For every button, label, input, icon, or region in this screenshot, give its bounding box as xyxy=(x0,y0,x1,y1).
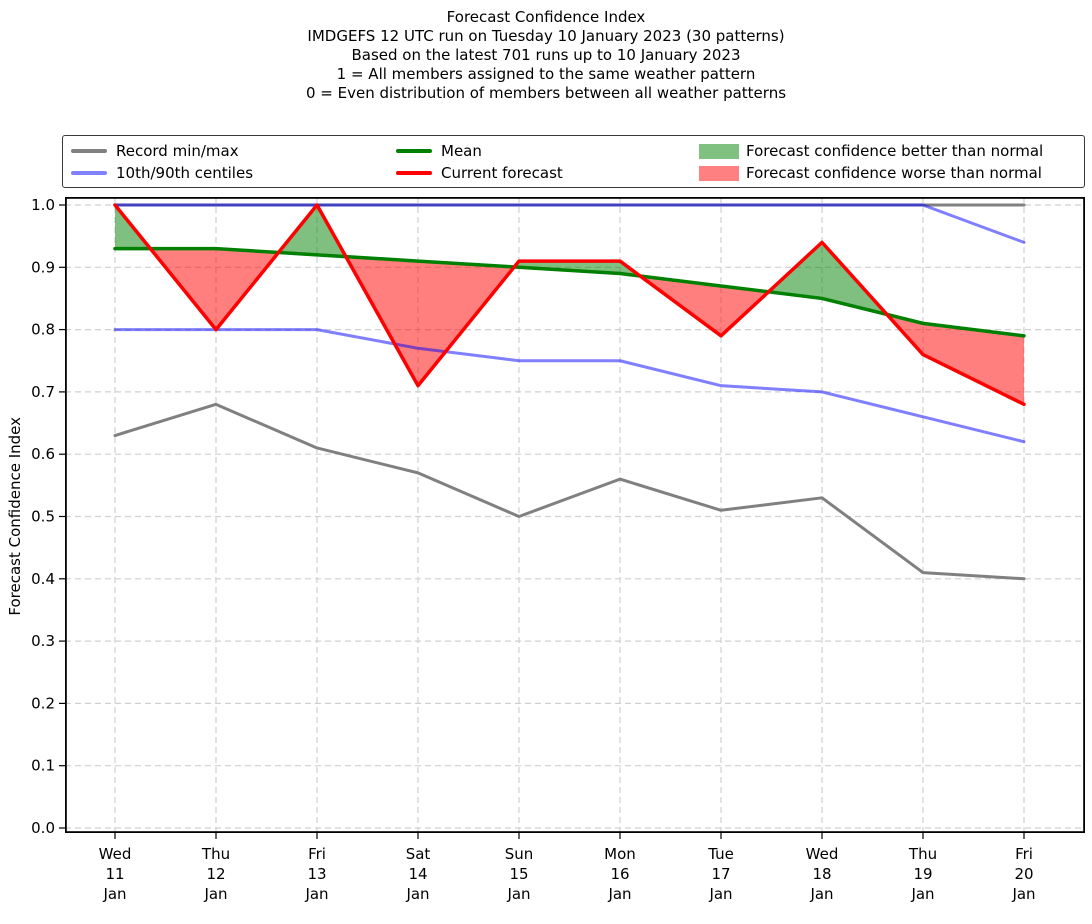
better-than-normal-patch-swatch xyxy=(699,143,739,159)
svg-text:Jan: Jan xyxy=(304,885,328,903)
legend-label: 10th/90th centiles xyxy=(116,164,254,182)
chart-title-line-2: IMDGEFS 12 UTC run on Tuesday 10 January… xyxy=(307,27,785,45)
svg-text:0.7: 0.7 xyxy=(31,383,55,401)
svg-text:Jan: Jan xyxy=(607,885,631,903)
svg-text:Jan: Jan xyxy=(708,885,732,903)
svg-text:Sat: Sat xyxy=(406,845,431,863)
svg-text:0.9: 0.9 xyxy=(31,258,55,276)
legend-item-current-forecast: Current forecast xyxy=(396,163,563,183)
svg-text:0.5: 0.5 xyxy=(31,508,55,526)
worse-than-normal-patch-swatch xyxy=(699,165,739,181)
chart-plot-area: 0.0 0.1 0.2 0.3 0.4 0.5 0.6 0.7 0.8 0.9 1.0 Wed 11 Ja… xyxy=(31,196,1086,903)
svg-text:0.0: 0.0 xyxy=(31,819,55,837)
svg-text:Jan: Jan xyxy=(1011,885,1035,903)
svg-text:17: 17 xyxy=(711,865,730,883)
svg-text:Tue: Tue xyxy=(707,845,734,863)
legend-item-confidence-worse: Forecast confidence worse than normal xyxy=(699,163,1042,183)
chart-title-line-1: Forecast Confidence Index xyxy=(446,8,646,26)
svg-text:Jan: Jan xyxy=(203,885,227,903)
svg-text:Jan: Jan xyxy=(910,885,934,903)
svg-text:15: 15 xyxy=(509,865,528,883)
legend-item-confidence-better: Forecast confidence better than normal xyxy=(699,141,1043,161)
svg-text:14: 14 xyxy=(408,865,427,883)
svg-text:0.6: 0.6 xyxy=(31,445,55,463)
legend-label: Forecast confidence better than normal xyxy=(746,142,1044,160)
svg-text:Thu: Thu xyxy=(201,845,230,863)
svg-text:0.4: 0.4 xyxy=(31,570,55,588)
svg-text:19: 19 xyxy=(913,865,932,883)
svg-text:Wed: Wed xyxy=(99,845,132,863)
chart-title-line-3: Based on the latest 701 runs up to 10 Ja… xyxy=(351,46,741,64)
svg-text:0.2: 0.2 xyxy=(31,694,55,712)
current-forecast-line-swatch xyxy=(396,171,432,175)
svg-text:0.1: 0.1 xyxy=(31,757,55,775)
record-minmax-line-swatch xyxy=(71,149,107,153)
chart-title-block: Forecast Confidence Index IMDGEFS 12 UTC… xyxy=(0,8,1092,103)
chart-title-line-4: 1 = All members assigned to the same wea… xyxy=(336,65,756,83)
mean-line-swatch xyxy=(396,149,432,153)
svg-text:Fri: Fri xyxy=(1015,845,1033,863)
svg-text:Jan: Jan xyxy=(506,885,530,903)
svg-text:18: 18 xyxy=(812,865,831,883)
svg-text:16: 16 xyxy=(610,865,629,883)
svg-text:Jan: Jan xyxy=(405,885,429,903)
svg-text:0.8: 0.8 xyxy=(31,321,55,339)
centiles-line-swatch xyxy=(71,171,107,175)
svg-text:Jan: Jan xyxy=(809,885,833,903)
legend-item-centiles: 10th/90th centiles xyxy=(71,163,253,183)
legend-label: Forecast confidence worse than normal xyxy=(746,164,1042,182)
legend-item-record-minmax: Record min/max xyxy=(71,141,239,161)
svg-text:11: 11 xyxy=(105,865,124,883)
svg-text:Thu: Thu xyxy=(908,845,937,863)
legend-label: Mean xyxy=(441,142,482,160)
svg-text:Sun: Sun xyxy=(505,845,534,863)
legend-label: Record min/max xyxy=(116,142,239,160)
legend-item-mean: Mean xyxy=(396,141,482,161)
legend-label: Current forecast xyxy=(441,164,563,182)
svg-text:Wed: Wed xyxy=(806,845,839,863)
svg-text:13: 13 xyxy=(307,865,326,883)
svg-text:12: 12 xyxy=(206,865,225,883)
svg-text:0.3: 0.3 xyxy=(31,632,55,650)
svg-text:Mon: Mon xyxy=(604,845,636,863)
svg-text:1.0: 1.0 xyxy=(31,196,55,214)
svg-text:Jan: Jan xyxy=(102,885,126,903)
svg-text:20: 20 xyxy=(1014,865,1033,883)
chart-title-line-5: 0 = Even distribution of members between… xyxy=(305,84,787,102)
svg-text:Fri: Fri xyxy=(308,845,326,863)
legend: Record min/max 10th/90th centiles Mean C… xyxy=(62,135,1085,188)
